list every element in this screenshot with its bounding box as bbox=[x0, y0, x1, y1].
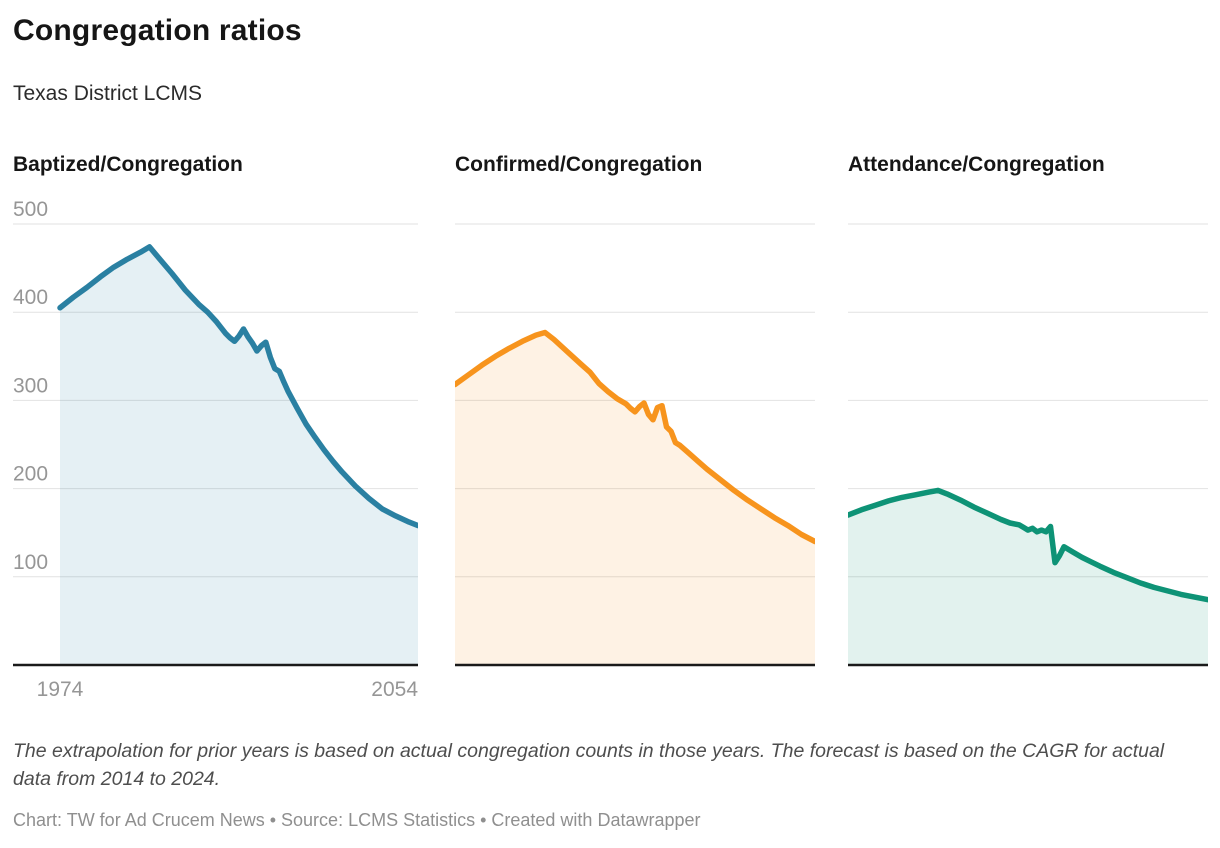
chart-title: Congregation ratios bbox=[13, 14, 302, 47]
y-tick-label-500: 500 bbox=[13, 198, 48, 221]
area-fill bbox=[60, 246, 418, 665]
area-fill bbox=[455, 332, 815, 665]
chart-subtitle: Texas District LCMS bbox=[13, 82, 203, 105]
area-fill bbox=[848, 490, 1208, 665]
chart-footnote: The extrapolation for prior years is bas… bbox=[13, 740, 1165, 790]
y-tick-label-200: 200 bbox=[13, 463, 48, 486]
y-tick-label-300: 300 bbox=[13, 374, 48, 397]
confirmed-area-chart bbox=[455, 223, 815, 667]
panel-title-confirmed: Confirmed/Congregation bbox=[455, 153, 703, 176]
series-line bbox=[57, 244, 418, 529]
x-tick-label-start: 1974 bbox=[37, 678, 84, 701]
y-tick-label-100: 100 bbox=[13, 551, 48, 574]
y-tick-label-400: 400 bbox=[13, 286, 48, 309]
baptized-area-chart: 100 200 300 400 500 1974 2054 bbox=[13, 198, 418, 701]
series-line bbox=[455, 329, 815, 545]
chart-byline: Chart: TW for Ad Crucem News • Source: L… bbox=[13, 810, 701, 830]
panel-title-baptized: Baptized/Congregation bbox=[13, 153, 243, 176]
attendance-area-chart bbox=[848, 223, 1208, 667]
x-tick-label-end: 2054 bbox=[371, 678, 418, 701]
panel-title-attendance: Attendance/Congregation bbox=[848, 153, 1105, 176]
series-line bbox=[848, 487, 1208, 603]
